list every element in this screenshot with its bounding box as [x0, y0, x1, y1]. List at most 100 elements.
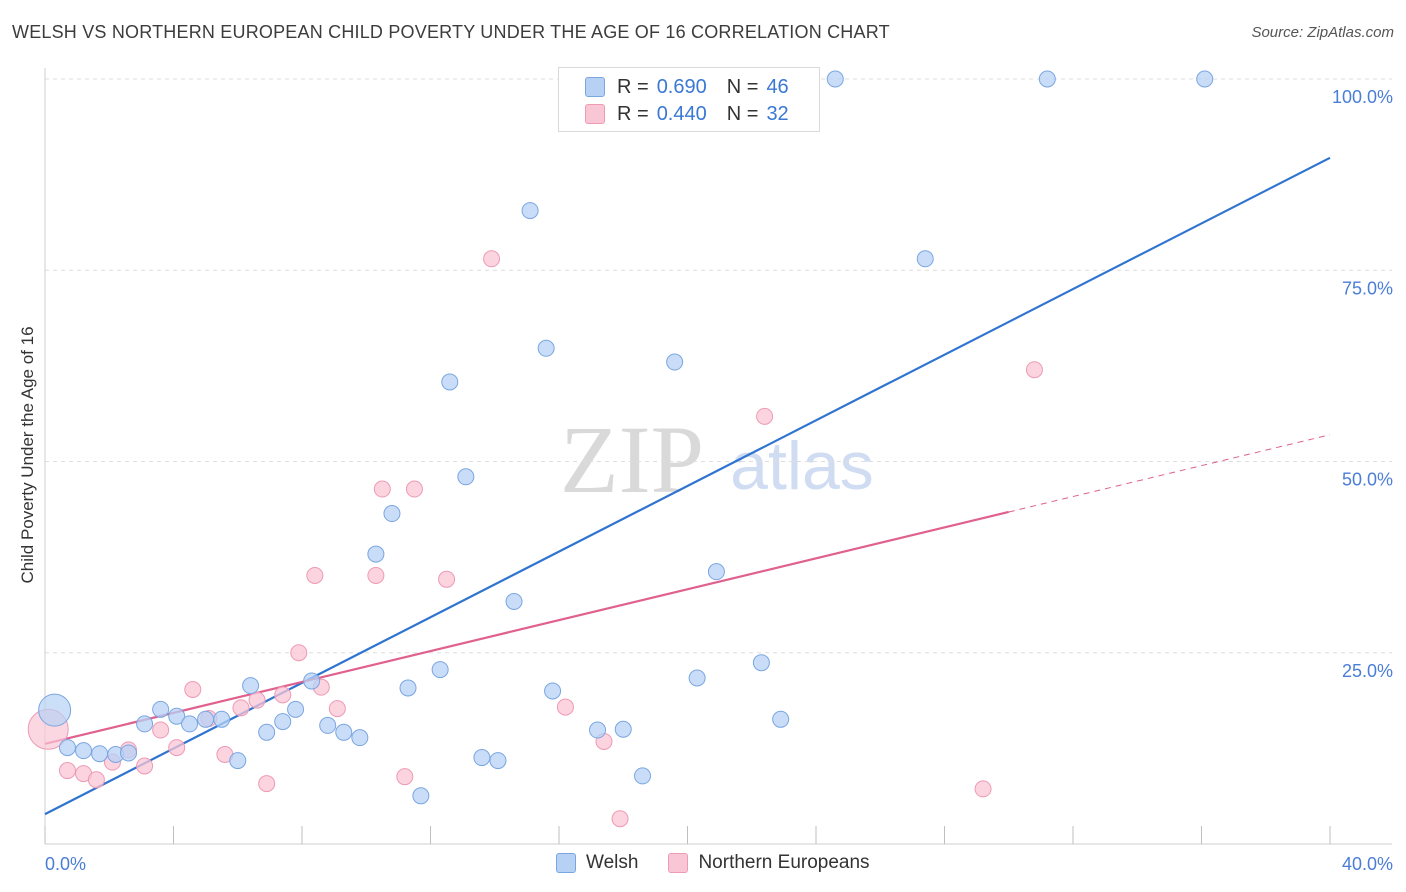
data-point	[248, 691, 266, 709]
bottom-legend-welsh[interactable]: Welsh	[556, 852, 638, 874]
data-point	[707, 563, 725, 581]
data-point	[229, 752, 247, 770]
data-point	[373, 480, 391, 498]
data-point	[136, 757, 154, 775]
data-point	[772, 710, 790, 728]
data-point	[120, 744, 138, 762]
r-label: R =	[617, 75, 649, 98]
data-point	[290, 644, 308, 662]
data-point	[666, 353, 684, 371]
data-point	[38, 693, 72, 727]
data-point	[303, 672, 321, 690]
data-point	[319, 716, 337, 734]
welsh-trendline	[44, 156, 1331, 816]
data-point	[181, 715, 199, 733]
data-point	[75, 742, 93, 760]
legend: R = 0.690 N = 46 R = 0.440 N = 32	[558, 67, 820, 132]
legend-row-welsh: R = 0.690 N = 46	[585, 75, 789, 99]
y-tick-label: 50.0%	[1342, 470, 1393, 490]
data-point	[438, 570, 456, 588]
data-point	[1025, 361, 1043, 379]
welsh-n-value: 46	[766, 75, 789, 98]
data-point	[351, 729, 369, 747]
data-point	[168, 707, 186, 725]
tick-labels: 25.0% 50.0% 75.0% 100.0% 0.0% 40.0%	[45, 87, 1393, 874]
data-points	[27, 70, 1214, 828]
northern-legend-swatch	[668, 853, 689, 873]
trendlines	[44, 156, 1331, 816]
data-point	[258, 723, 276, 741]
northern-r-value: 0.440	[656, 102, 707, 125]
data-point	[611, 810, 629, 828]
data-point	[168, 739, 186, 757]
data-point	[483, 250, 501, 268]
northern-n-value: 32	[766, 102, 789, 125]
r-label: R =	[617, 102, 649, 125]
data-point	[614, 720, 632, 738]
welsh-swatch	[585, 77, 605, 97]
data-point	[287, 700, 305, 718]
data-point	[232, 699, 250, 717]
data-point	[399, 679, 417, 697]
legend-row-northern: R = 0.440 N = 32	[585, 102, 789, 126]
data-point	[87, 771, 105, 789]
data-point	[274, 686, 292, 704]
data-point	[974, 780, 992, 798]
data-point	[457, 468, 475, 486]
data-point	[405, 480, 423, 498]
data-point	[634, 767, 652, 785]
data-point	[152, 700, 170, 718]
y-tick-label: 75.0%	[1342, 278, 1393, 298]
data-point	[136, 715, 154, 733]
data-point	[589, 721, 607, 739]
data-point	[242, 677, 260, 695]
y-tick-label: 25.0%	[1342, 661, 1393, 681]
welsh-r-value: 0.690	[656, 75, 707, 98]
watermark-atlas: atlas	[730, 428, 874, 504]
data-point	[537, 339, 555, 357]
data-point	[441, 373, 459, 391]
y-tick-label: 100.0%	[1332, 87, 1393, 107]
northern-trendline	[1008, 434, 1331, 513]
data-point	[213, 710, 231, 728]
data-point	[752, 654, 770, 672]
data-point	[58, 739, 76, 757]
data-point	[556, 698, 574, 716]
northern-trendline	[44, 510, 1010, 745]
gridlines	[45, 78, 1392, 654]
data-point	[58, 762, 76, 780]
data-point	[396, 768, 414, 786]
data-point	[274, 713, 292, 731]
data-point	[1196, 70, 1214, 88]
bottom-legend: Welsh Northern Europeans	[556, 852, 900, 874]
data-point	[826, 70, 844, 88]
data-point	[258, 775, 276, 793]
data-point	[328, 700, 346, 718]
data-point	[756, 407, 774, 425]
data-point	[306, 566, 324, 584]
data-point	[197, 710, 215, 728]
data-point	[489, 752, 507, 770]
watermark-zip: ZIP	[560, 406, 704, 513]
data-point	[688, 669, 706, 687]
x-tick-label: 0.0%	[45, 854, 86, 874]
data-point	[367, 566, 385, 584]
data-point	[1038, 70, 1056, 88]
data-point	[152, 721, 170, 739]
data-point	[521, 202, 539, 220]
data-point	[544, 682, 562, 700]
data-point	[91, 745, 109, 763]
data-point	[383, 505, 401, 523]
data-point	[505, 592, 523, 610]
data-point	[916, 250, 934, 268]
data-point	[335, 723, 353, 741]
data-point	[412, 787, 430, 805]
bottom-legend-northern[interactable]: Northern Europeans	[668, 852, 870, 874]
source-label: Source: ZipAtlas.com	[1251, 24, 1394, 41]
data-point	[184, 680, 202, 698]
data-point	[431, 661, 449, 679]
n-label: N =	[726, 102, 759, 125]
northern-swatch	[585, 104, 605, 124]
axes	[44, 68, 1392, 845]
